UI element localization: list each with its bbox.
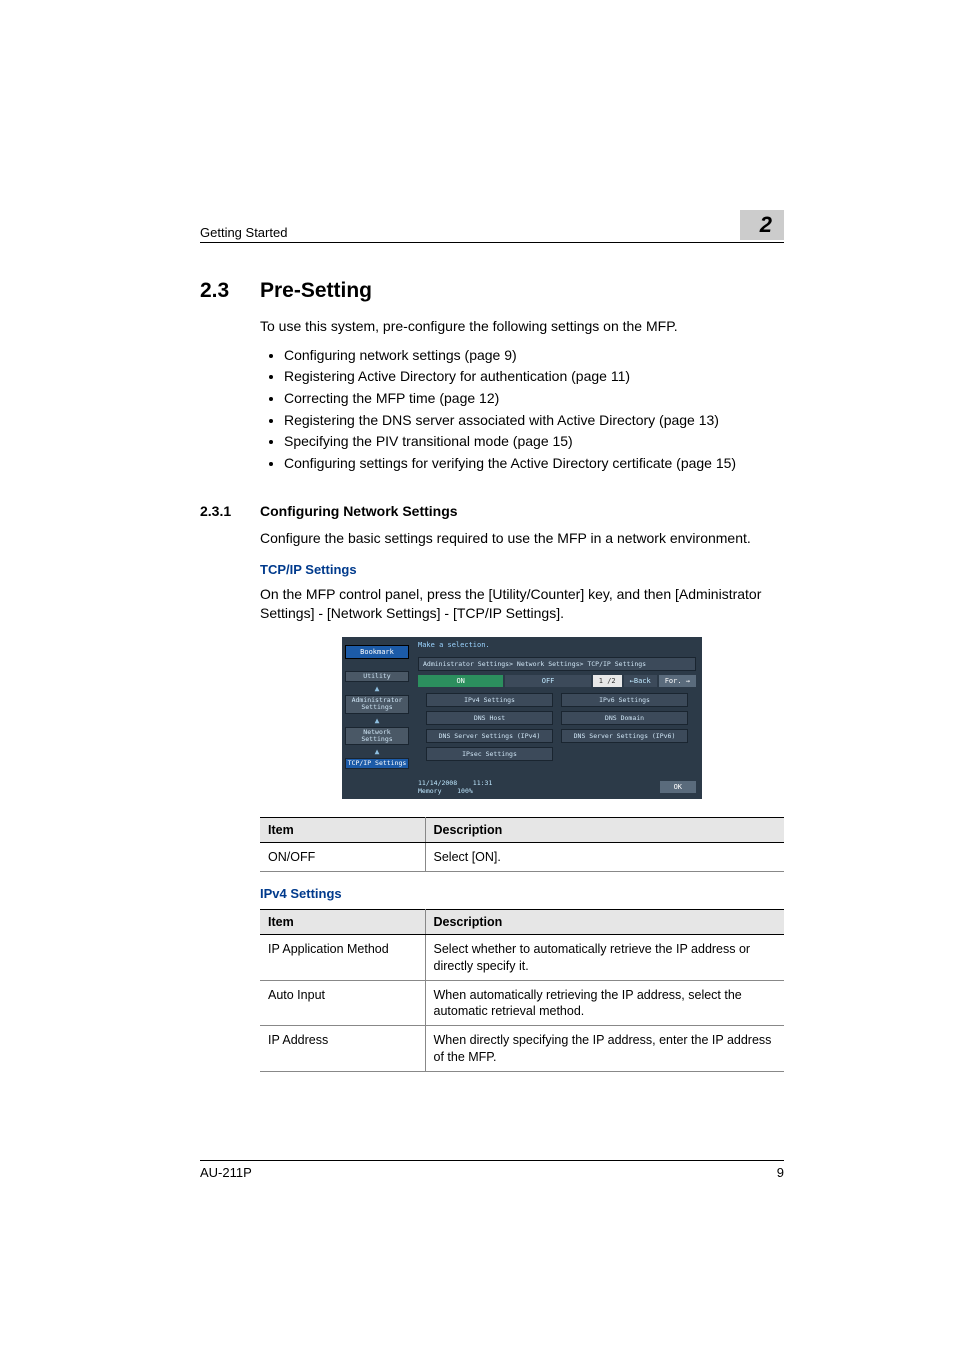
up-arrow-icon: ▲ <box>345 684 409 693</box>
section-number: 2.3 <box>200 279 260 303</box>
panel-back-button: ←Back <box>624 675 657 687</box>
table-cell-item: ON/OFF <box>260 843 425 872</box>
subsection-title: Configuring Network Settings <box>260 503 458 519</box>
section-title: Pre-Setting <box>260 279 372 303</box>
bullet-item: Registering Active Directory for authent… <box>284 367 784 387</box>
footer-page-number: 9 <box>777 1165 784 1180</box>
footer-model: AU-211P <box>200 1165 252 1180</box>
table-header-item: Item <box>260 818 425 843</box>
header-section: Getting Started <box>200 225 287 240</box>
panel-bookmark: Bookmark <box>345 645 409 659</box>
table-cell-item: Auto Input <box>260 980 425 1026</box>
page-footer: AU-211P 9 <box>200 1160 784 1180</box>
table-header-desc: Description <box>425 818 784 843</box>
panel-memory-label: Memory <box>418 787 441 795</box>
table-header-item: Item <box>260 910 425 935</box>
ipv4-table: Item Description IP Application MethodSe… <box>260 909 784 1072</box>
panel-option-button: IPv4 Settings <box>426 693 553 707</box>
bullet-item: Correcting the MFP time (page 12) <box>284 389 784 409</box>
subsection-number: 2.3.1 <box>200 503 260 519</box>
bullet-list: Configuring network settings (page 9)Reg… <box>284 346 784 474</box>
panel-option-button: DNS Server Settings (IPv4) <box>426 729 553 743</box>
bullet-item: Configuring settings for verifying the A… <box>284 454 784 474</box>
panel-time: 11:31 <box>473 779 493 787</box>
table-cell-desc: When automatically retrieving the IP add… <box>425 980 784 1026</box>
panel-date: 11/14/2008 <box>418 779 457 787</box>
table-cell-item: IP Application Method <box>260 935 425 981</box>
panel-breadcrumb: Administrator Settings> Network Settings… <box>418 657 696 671</box>
panel-instruction: Make a selection. <box>418 641 696 649</box>
intro-paragraph: To use this system, pre-configure the fo… <box>260 317 784 336</box>
tcpip-table: Item Description ON/OFFSelect [ON]. <box>260 817 784 872</box>
up-arrow-icon: ▲ <box>345 747 409 756</box>
panel-off-button: OFF <box>505 675 590 687</box>
panel-nav-item: Network Settings <box>345 727 409 745</box>
up-arrow-icon: ▲ <box>345 716 409 725</box>
tcpip-paragraph: On the MFP control panel, press the [Uti… <box>260 585 784 623</box>
panel-ok-button: OK <box>660 781 696 793</box>
panel-option-button: IPv6 Settings <box>561 693 688 707</box>
table-cell-desc: When directly specifying the IP address,… <box>425 1026 784 1072</box>
panel-option-button: IPsec Settings <box>426 747 553 761</box>
bullet-item: Specifying the PIV transitional mode (pa… <box>284 432 784 452</box>
subsection-heading: 2.3.1 Configuring Network Settings <box>200 503 784 519</box>
chapter-number: 2 <box>740 210 784 240</box>
table-cell-desc: Select whether to automatically retrieve… <box>425 935 784 981</box>
panel-option-button: DNS Domain <box>561 711 688 725</box>
table-header-desc: Description <box>425 910 784 935</box>
bullet-item: Registering the DNS server associated wi… <box>284 411 784 431</box>
panel-forward-button: For. → <box>659 675 696 687</box>
tcpip-heading: TCP/IP Settings <box>260 562 784 577</box>
table-cell-desc: Select [ON]. <box>425 843 784 872</box>
table-cell-item: IP Address <box>260 1026 425 1072</box>
panel-page-indicator: 1 /2 <box>593 675 622 687</box>
panel-nav-item: Administrator Settings <box>345 695 409 713</box>
subsection-paragraph: Configure the basic settings required to… <box>260 529 784 548</box>
mfp-screenshot: Bookmark Utility ▲ Administrator Settings ▲… <box>342 637 702 799</box>
panel-memory-value: 100% <box>457 787 473 795</box>
ipv4-heading: IPv4 Settings <box>260 886 784 901</box>
panel-option-button: DNS Server Settings (IPv6) <box>561 729 688 743</box>
bullet-item: Configuring network settings (page 9) <box>284 346 784 366</box>
panel-on-button: ON <box>418 675 503 687</box>
section-heading: 2.3 Pre-Setting <box>200 279 784 303</box>
page-header: Getting Started 2 <box>200 210 784 243</box>
panel-option-button: DNS Host <box>426 711 553 725</box>
panel-nav-item: Utility <box>345 671 409 682</box>
panel-nav-item: TCP/IP Settings <box>345 758 409 769</box>
